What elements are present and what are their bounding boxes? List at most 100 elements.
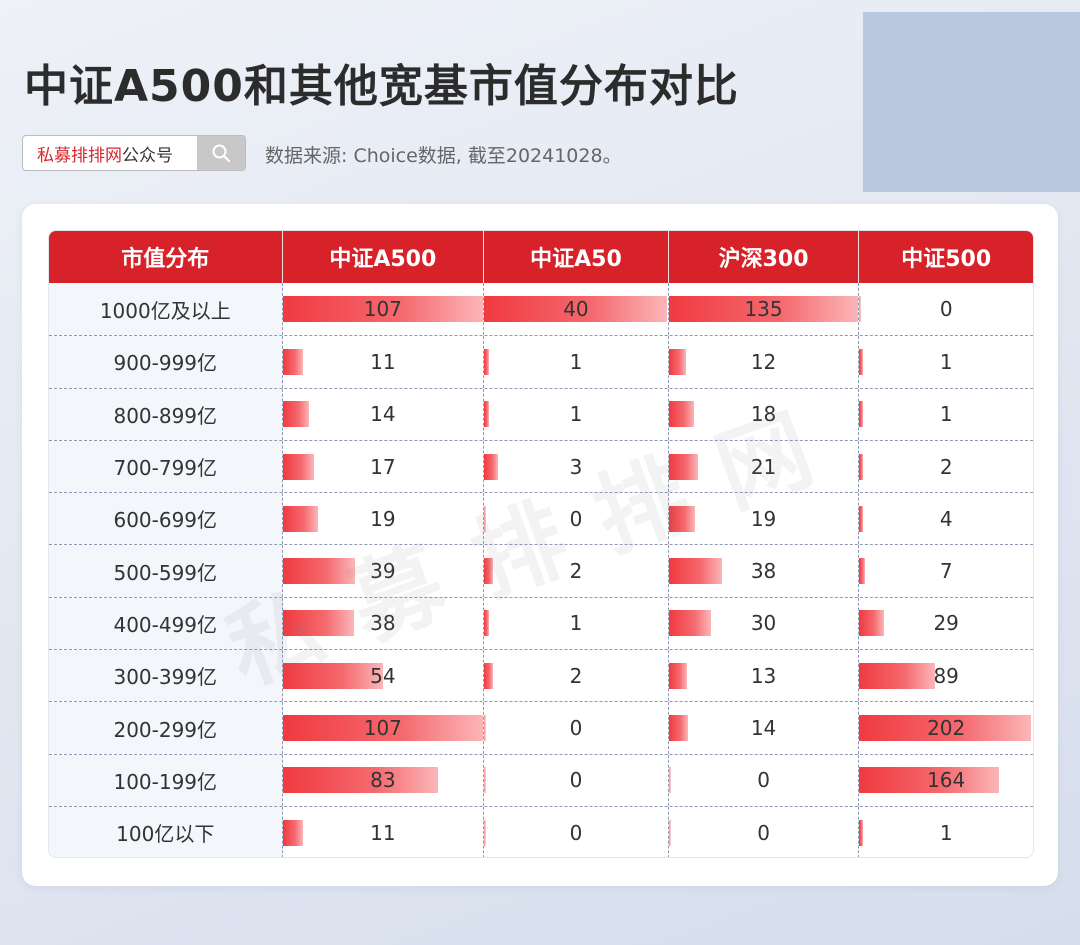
data-bar	[484, 348, 489, 375]
data-cell: 40	[484, 283, 669, 336]
market-cap-table: 市值分布 中证A500 中证A50 沪深300 中证500 1000亿及以上 107 40 1…	[48, 230, 1034, 858]
data-cell: 1	[484, 597, 669, 650]
data-bar	[668, 715, 689, 742]
data-label: 164	[927, 768, 966, 793]
data-label: 202	[927, 716, 966, 741]
data-cell: 1	[484, 388, 669, 440]
data-label: 2	[939, 454, 953, 479]
data-label: 0	[757, 820, 770, 845]
table-row: 200-299亿 107 0 14 202	[49, 701, 1033, 754]
data-bar	[859, 767, 999, 794]
data-bar	[668, 348, 686, 375]
data-label: 2	[569, 663, 583, 688]
data-bar	[484, 819, 487, 846]
data-label: 1	[939, 820, 953, 845]
data-cell: 2	[859, 441, 1033, 492]
data-bar	[668, 505, 696, 532]
data-label: 38	[370, 611, 396, 636]
data-cell: 30	[668, 597, 860, 650]
data-cell: 54	[282, 650, 485, 702]
data-cell: 135	[668, 283, 860, 336]
data-label: 29	[933, 611, 959, 636]
search-box[interactable]: 私募排排网公众号	[22, 135, 246, 171]
data-cell: 4	[859, 493, 1033, 544]
data-bar	[282, 348, 304, 375]
data-label: 0	[569, 768, 583, 793]
data-label: 4	[939, 506, 953, 531]
table-row: 800-899亿 14 1 18 1	[49, 387, 1033, 440]
data-cell: 2	[484, 545, 669, 597]
data-bar	[484, 767, 487, 794]
data-bar	[282, 662, 384, 689]
data-cell: 164	[859, 755, 1033, 806]
table-row: 300-399亿 54 2 13 89	[49, 649, 1033, 702]
category-label: 900-999亿	[49, 336, 283, 388]
data-bar	[282, 767, 438, 794]
data-bar	[859, 610, 885, 637]
search-icon	[212, 144, 231, 163]
page-title: 中证A500和其他宽基市值分布对比	[24, 61, 739, 112]
data-label: 14	[370, 402, 396, 427]
data-label: 7	[939, 559, 953, 584]
data-bar	[668, 558, 722, 585]
data-bar	[484, 296, 668, 323]
data-bar	[668, 296, 858, 323]
data-bar	[668, 610, 711, 637]
data-label: 107	[363, 297, 402, 322]
data-label: 0	[757, 768, 770, 793]
data-cell: 107	[282, 702, 485, 754]
data-bar	[668, 453, 699, 480]
data-bar	[282, 819, 304, 846]
category-label: 100-199亿	[49, 754, 283, 806]
data-cell: 38	[282, 597, 485, 650]
data-cell: 21	[668, 440, 860, 493]
data-bar	[282, 505, 319, 532]
category-label: 800-899亿	[49, 388, 283, 440]
data-cell: 12	[668, 336, 860, 388]
data-cell: 1	[859, 336, 1033, 387]
data-bar	[859, 819, 864, 846]
data-cell: 17	[282, 440, 485, 493]
data-label: 19	[750, 506, 777, 531]
data-bar	[282, 401, 309, 428]
data-label: 21	[750, 454, 777, 479]
table-card: 市值分布 中证A500 中证A50 沪深300 中证500 1000亿及以上 107 40 1…	[22, 204, 1058, 886]
data-cell: 11	[282, 336, 485, 388]
data-label: 83	[370, 768, 396, 793]
category-label: 1000亿及以上	[49, 283, 283, 336]
category-label: 200-299亿	[49, 702, 283, 754]
data-label: 1	[569, 349, 583, 374]
category-label: 400-499亿	[49, 597, 283, 650]
column-header: 沪深300	[669, 231, 860, 283]
data-bar	[859, 401, 864, 428]
data-cell: 0	[484, 754, 669, 806]
search-button[interactable]	[197, 136, 245, 170]
data-bar	[484, 558, 494, 585]
data-label: 2	[569, 559, 583, 584]
table-body: 1000亿及以上 107 40 135 0 900-999亿 11 1 12 1 800-899亿 1…	[49, 283, 1033, 857]
data-bar	[282, 296, 483, 323]
data-cell: 0	[484, 806, 669, 857]
data-cell: 14	[668, 702, 860, 754]
column-header: 中证A500	[283, 231, 485, 283]
data-cell: 3	[484, 440, 669, 493]
data-bar	[484, 401, 489, 428]
data-bar	[484, 662, 494, 689]
category-label: 100亿以下	[49, 806, 283, 857]
data-label: 54	[370, 663, 396, 688]
data-cell: 29	[859, 598, 1033, 649]
data-cell: 7	[859, 545, 1033, 596]
data-label: 0	[939, 297, 953, 322]
table-row: 100亿以下 11 0 0 1	[49, 805, 1033, 857]
data-cell: 14	[282, 388, 485, 440]
data-label: 12	[750, 349, 777, 374]
data-label: 1	[939, 349, 953, 374]
data-bar	[859, 558, 866, 585]
search-brand: 私募排排网	[37, 145, 122, 166]
category-label: 600-699亿	[49, 493, 283, 545]
data-bar	[859, 662, 936, 689]
column-header: 中证500	[901, 247, 992, 272]
data-label: 3	[569, 454, 583, 479]
data-bar	[859, 348, 864, 375]
data-cell: 2	[484, 650, 669, 702]
